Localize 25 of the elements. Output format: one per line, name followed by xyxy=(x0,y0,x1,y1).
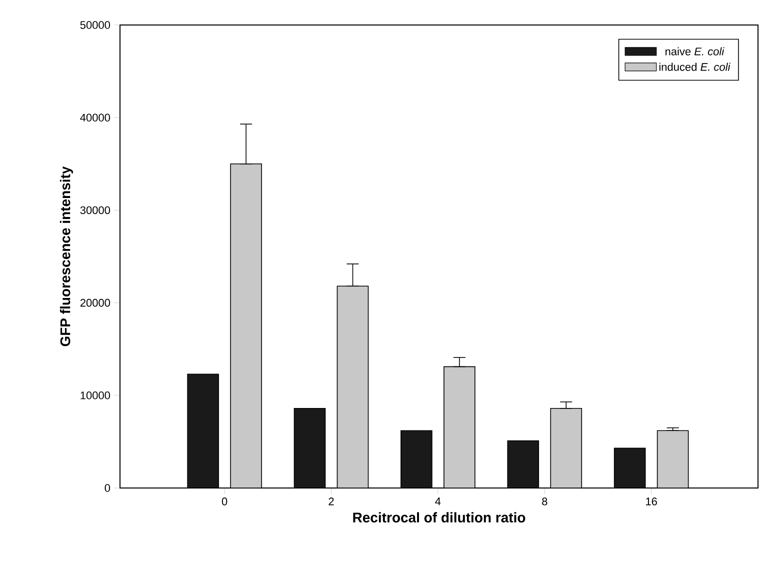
bar xyxy=(230,163,262,488)
bar xyxy=(550,408,582,488)
legend-label: induced E. coli xyxy=(659,62,730,71)
bar xyxy=(336,286,369,488)
x-tick-label: 2 xyxy=(328,498,334,506)
y-tick-label: 10000 xyxy=(80,392,110,400)
x-tick-label: 8 xyxy=(542,498,548,506)
y-tick-label: 50000 xyxy=(80,21,110,29)
x-tick-label: 4 xyxy=(435,498,441,506)
y-tick-label: 30000 xyxy=(80,206,110,214)
y-tick-label: 0 xyxy=(104,484,110,492)
bar xyxy=(294,408,326,488)
x-tick-label: 16 xyxy=(646,498,657,506)
y-axis-title: GFP fluorescence intensity xyxy=(60,166,74,346)
bar xyxy=(656,430,689,488)
x-tick-label: 0 xyxy=(222,498,228,506)
bar xyxy=(187,374,219,488)
bar xyxy=(400,430,432,488)
bar xyxy=(507,440,540,488)
bar xyxy=(614,448,646,488)
y-tick-label: 40000 xyxy=(80,114,110,122)
bar xyxy=(444,366,476,488)
legend-label: naive E. coli xyxy=(666,47,724,56)
x-axis-title: Recitrocal of dilution ratio xyxy=(353,512,526,522)
y-tick-label: 20000 xyxy=(80,298,110,307)
